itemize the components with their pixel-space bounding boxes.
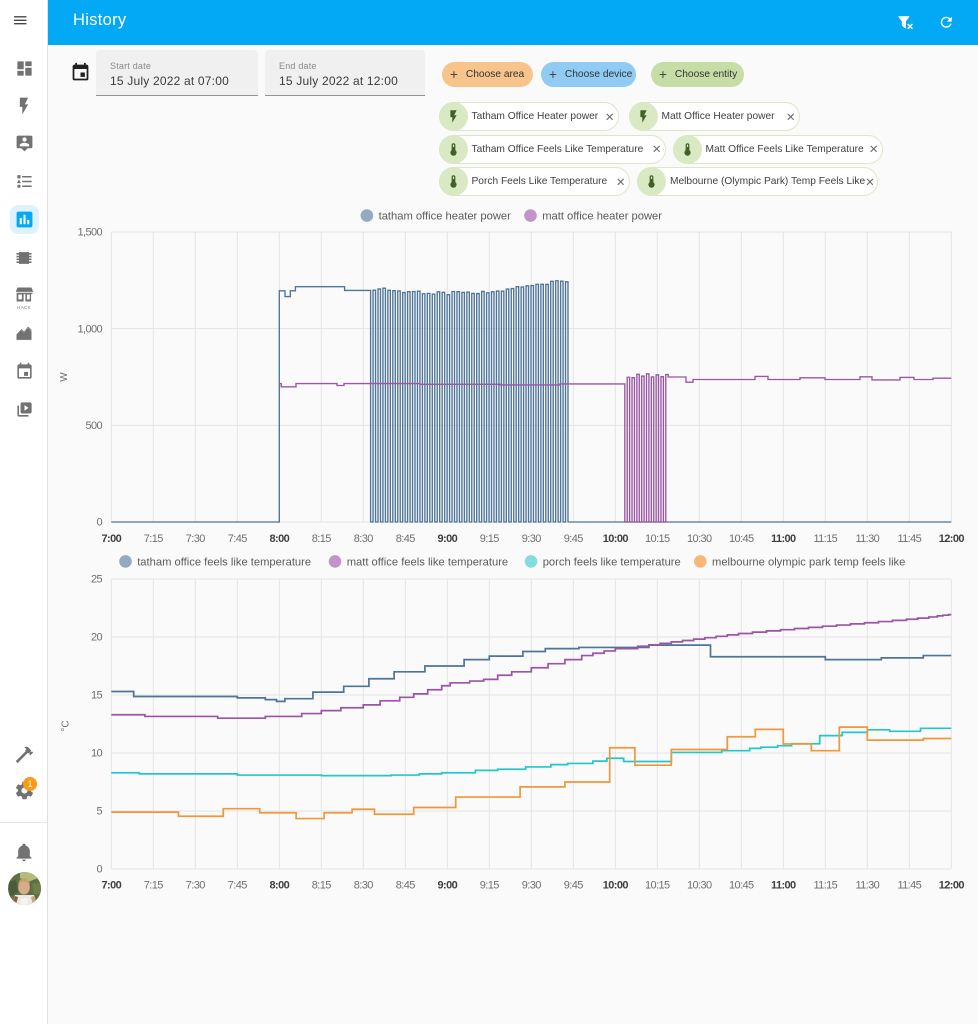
svg-text:7:30: 7:30 [186,879,205,891]
svg-text:25: 25 [91,574,103,586]
svg-text:10:00: 10:00 [603,879,629,891]
svg-text:7:00: 7:00 [101,533,121,545]
svg-text:12:00: 12:00 [939,879,965,891]
svg-text:9:30: 9:30 [522,879,541,891]
svg-text:8:00: 8:00 [269,879,289,891]
svg-text:°C: °C [61,720,72,731]
svg-text:tatham office feels like tempe: tatham office feels like temperature [137,556,311,568]
svg-text:7:45: 7:45 [228,533,247,545]
svg-text:10:45: 10:45 [729,879,754,891]
svg-text:11:15: 11:15 [813,533,837,545]
svg-text:9:15: 9:15 [480,533,499,545]
svg-text:10:30: 10:30 [687,533,712,545]
svg-text:11:00: 11:00 [771,879,796,891]
svg-text:10:15: 10:15 [645,533,670,545]
svg-text:8:30: 8:30 [354,879,373,891]
svg-text:8:15: 8:15 [312,533,331,545]
svg-text:9:45: 9:45 [564,533,583,545]
svg-text:11:00: 11:00 [771,533,796,545]
svg-text:10:45: 10:45 [729,533,754,545]
svg-text:10:30: 10:30 [687,879,712,891]
svg-text:11:45: 11:45 [897,533,921,545]
svg-text:8:45: 8:45 [396,879,415,891]
svg-text:9:00: 9:00 [437,879,457,891]
svg-text:15: 15 [91,690,103,702]
svg-text:500: 500 [85,420,102,432]
svg-text:9:30: 9:30 [522,533,541,545]
svg-text:9:45: 9:45 [564,879,583,891]
svg-text:W: W [59,372,70,382]
svg-text:0: 0 [96,864,102,876]
svg-text:7:15: 7:15 [144,533,163,545]
svg-text:11:30: 11:30 [855,533,879,545]
svg-text:7:45: 7:45 [228,879,247,891]
svg-text:tatham office heater power: tatham office heater power [379,211,512,223]
svg-text:1,500: 1,500 [77,227,102,239]
svg-text:8:00: 8:00 [269,533,289,545]
svg-text:10:15: 10:15 [645,879,670,891]
svg-text:matt office heater power: matt office heater power [542,211,662,223]
svg-text:9:00: 9:00 [437,533,457,545]
svg-text:7:30: 7:30 [186,533,205,545]
svg-text:12:00: 12:00 [939,533,965,545]
svg-text:matt office feels like tempera: matt office feels like temperature [347,556,508,568]
svg-text:11:45: 11:45 [897,879,921,891]
svg-text:8:45: 8:45 [396,533,415,545]
svg-text:1,000: 1,000 [77,323,102,335]
svg-text:8:30: 8:30 [354,533,373,545]
svg-text:10:00: 10:00 [603,533,629,545]
svg-text:8:15: 8:15 [312,879,331,891]
svg-text:10: 10 [91,748,103,760]
svg-text:20: 20 [91,632,103,644]
svg-text:7:00: 7:00 [101,879,121,891]
svg-text:0: 0 [96,517,102,529]
svg-text:11:30: 11:30 [855,879,879,891]
svg-text:11:15: 11:15 [813,879,837,891]
svg-text:melbourne olympic park temp fe: melbourne olympic park temp feels like [712,556,905,568]
svg-text:7:15: 7:15 [144,879,163,891]
svg-text:9:15: 9:15 [480,879,499,891]
svg-text:5: 5 [96,806,102,818]
svg-text:porch feels like temperature: porch feels like temperature [543,556,681,568]
